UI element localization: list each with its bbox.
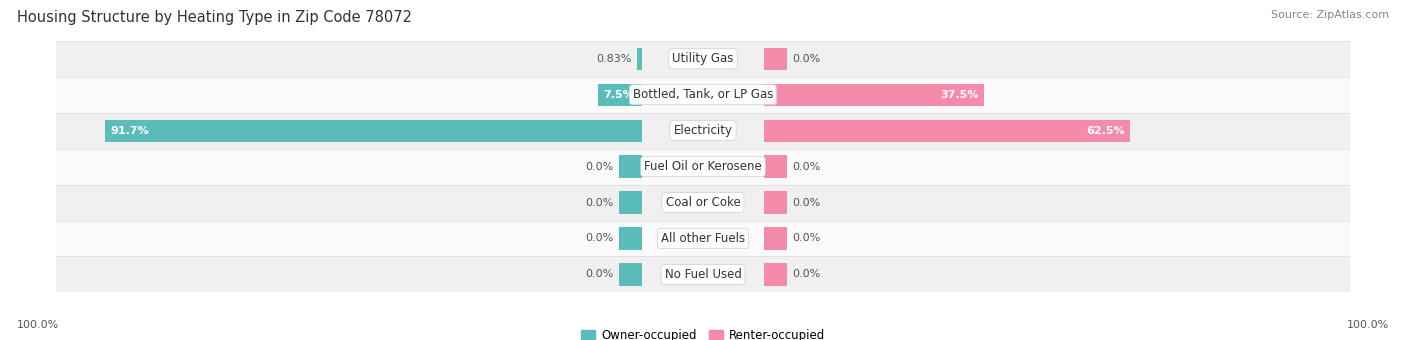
Text: 62.5%: 62.5% <box>1087 126 1125 136</box>
Bar <box>765 84 984 106</box>
Bar <box>637 48 641 70</box>
Text: 0.0%: 0.0% <box>792 234 821 243</box>
Text: 0.0%: 0.0% <box>585 198 614 207</box>
Bar <box>56 41 1350 77</box>
Bar <box>765 155 787 178</box>
Bar <box>765 227 787 250</box>
Bar <box>619 263 641 286</box>
Text: All other Fuels: All other Fuels <box>661 232 745 245</box>
Text: 100.0%: 100.0% <box>1347 320 1389 330</box>
Bar <box>56 185 1350 221</box>
Text: 0.0%: 0.0% <box>585 234 614 243</box>
Text: Housing Structure by Heating Type in Zip Code 78072: Housing Structure by Heating Type in Zip… <box>17 10 412 25</box>
Bar <box>56 77 1350 113</box>
Bar <box>56 149 1350 185</box>
Text: 0.0%: 0.0% <box>585 162 614 172</box>
Text: 37.5%: 37.5% <box>941 90 979 100</box>
Text: 91.7%: 91.7% <box>110 126 149 136</box>
Bar <box>765 120 1130 142</box>
Bar <box>765 48 787 70</box>
Text: Fuel Oil or Kerosene: Fuel Oil or Kerosene <box>644 160 762 173</box>
Bar <box>56 113 1350 149</box>
Text: 0.0%: 0.0% <box>792 198 821 207</box>
Text: Bottled, Tank, or LP Gas: Bottled, Tank, or LP Gas <box>633 88 773 101</box>
Legend: Owner-occupied, Renter-occupied: Owner-occupied, Renter-occupied <box>581 329 825 340</box>
Text: 0.0%: 0.0% <box>585 269 614 279</box>
Text: No Fuel Used: No Fuel Used <box>665 268 741 281</box>
Bar <box>105 120 641 142</box>
Bar <box>765 191 787 214</box>
Text: 0.0%: 0.0% <box>792 162 821 172</box>
Bar <box>56 256 1350 292</box>
Text: Utility Gas: Utility Gas <box>672 52 734 65</box>
Bar <box>619 191 641 214</box>
Bar <box>619 155 641 178</box>
Text: Electricity: Electricity <box>673 124 733 137</box>
Text: 7.5%: 7.5% <box>603 90 634 100</box>
Text: 0.83%: 0.83% <box>596 54 631 64</box>
Bar <box>598 84 641 106</box>
Bar <box>765 263 787 286</box>
Bar <box>619 227 641 250</box>
Text: 0.0%: 0.0% <box>792 269 821 279</box>
Text: Coal or Coke: Coal or Coke <box>665 196 741 209</box>
Bar <box>56 221 1350 256</box>
Text: Source: ZipAtlas.com: Source: ZipAtlas.com <box>1271 10 1389 20</box>
Text: 100.0%: 100.0% <box>17 320 59 330</box>
Text: 0.0%: 0.0% <box>792 54 821 64</box>
